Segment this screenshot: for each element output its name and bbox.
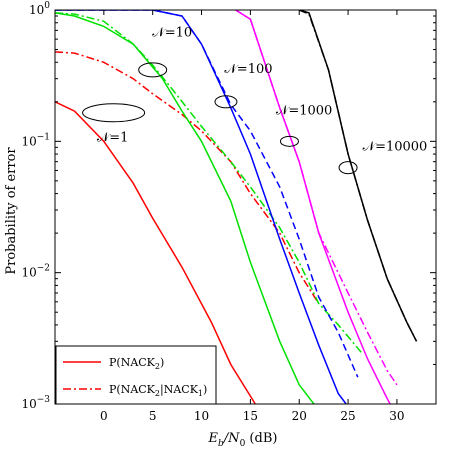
annotation-label: 𝒩=10000 (363, 140, 428, 155)
annotation-label: 𝒩=1000 (276, 104, 332, 119)
x-axis-label: Eb/N0 (dB) (208, 431, 278, 449)
x-tick-label: 5 (149, 409, 157, 423)
series-line-n10-nack2 (55, 12, 315, 404)
annotation-ellipse (279, 135, 299, 147)
series-line-n1-nack2 (55, 101, 256, 404)
series-line-n1000-nack2-given-nack1 (235, 10, 398, 386)
series-line-n10000-nack2-given-nack1 (298, 10, 418, 342)
legend: P(NACK2) P(NACK2|NACK1) (55, 345, 217, 405)
annotation-label: 𝒩=1 (97, 130, 129, 145)
x-tick-label: 25 (340, 409, 355, 423)
y-axis-label: Probability of error (4, 147, 19, 275)
annotation-label: 𝒩=10 (152, 25, 192, 40)
plot-frame (54, 9, 437, 405)
legend-entry-label: P(NACK2) (109, 356, 164, 371)
series-line-n1-nack2-given-nack1 (55, 51, 320, 305)
annotation-ellipse (138, 62, 168, 78)
annotation-ellipse (82, 103, 146, 123)
annotation-ellipse (214, 95, 238, 109)
series-layer (55, 10, 418, 404)
series-line-n10-nack2-given-nack1 (55, 12, 364, 355)
x-tick-label: 10 (194, 409, 209, 423)
legend-box (55, 345, 217, 405)
annotation-ellipse (338, 161, 358, 175)
annotation-label: 𝒩=100 (224, 62, 272, 77)
series-line-n100-nack2 (55, 10, 347, 404)
annotation-layer: 𝒩=1 𝒩=10 𝒩=100 𝒩=1000 𝒩=10000 (82, 25, 428, 175)
x-tick-label: 15 (243, 409, 258, 423)
x-tick-label: 30 (389, 409, 404, 423)
series-line-n100-nack2-given-nack1 (55, 10, 359, 378)
x-tick-label: 0 (100, 409, 108, 423)
x-tick-label: 20 (292, 409, 307, 423)
legend-entry-label: P(NACK2|NACK1) (109, 383, 207, 398)
